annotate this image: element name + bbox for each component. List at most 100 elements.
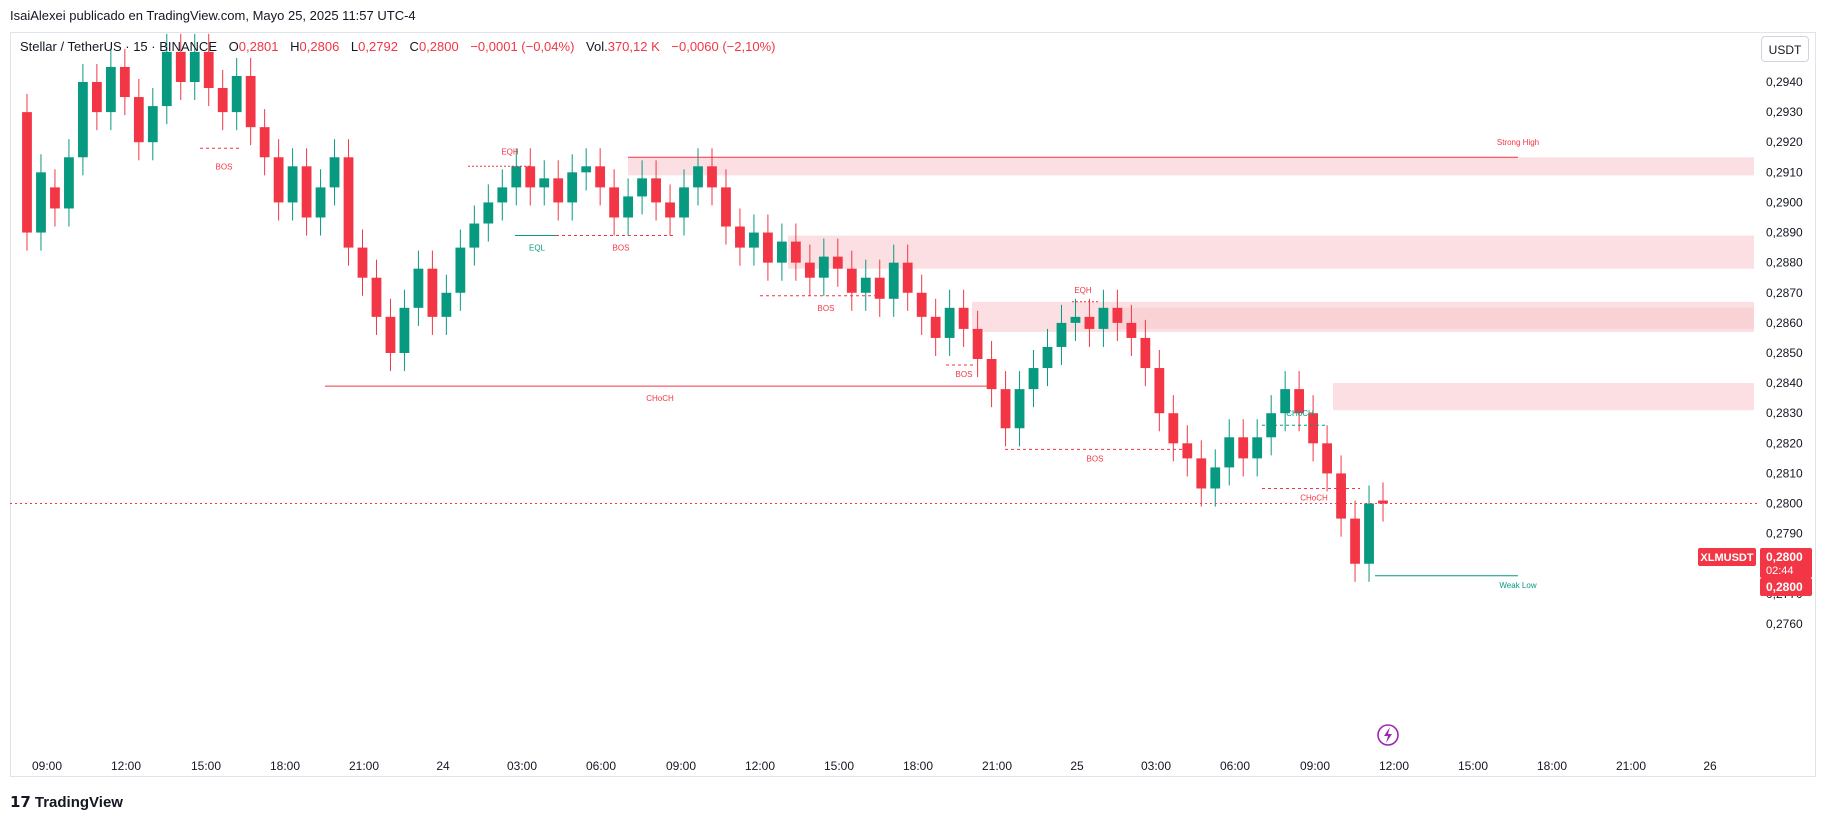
candle-body [22,112,32,233]
open-value: 0,2801 [238,39,279,54]
smc-annotation-label: Weak Low [1499,581,1536,590]
smc-annotation-label: EQL [529,244,546,253]
candle-body [78,82,88,158]
candle-body [1322,443,1332,474]
candle-body [105,66,116,113]
candle-body [930,316,941,338]
candle-body [595,166,606,188]
volume-value: 370,12 K [607,39,660,54]
candle-body [1364,503,1374,564]
candle-body [301,166,312,218]
x-tick-label: 09:00 [32,759,62,773]
candle-body [1308,413,1319,444]
currency-button[interactable]: USDT [1761,36,1809,62]
candle-body [1294,389,1305,414]
x-tick-label: 03:00 [1141,759,1171,773]
candle-body [1168,413,1179,444]
lightning-icon-bolt [1384,727,1392,743]
candle-body [161,51,172,107]
candle-body [958,307,969,329]
candle-body [860,277,871,293]
y-tick-label: 0,2810 [1766,466,1803,480]
smc-annotation-label: BOS [1087,454,1104,463]
candle-body [1028,368,1039,390]
x-tick-label: 26 [1703,759,1717,773]
low-label: L [350,39,359,54]
candle-body [91,82,102,113]
countdown-text: 02:44 [1766,565,1794,577]
candle-body [245,75,256,128]
candle-body [36,172,46,233]
candle-body [259,127,270,158]
smc-annotation-label: CHoCH [1286,409,1314,418]
candle-body [189,51,200,82]
lightning-icon[interactable] [1377,724,1399,746]
y-tick-label: 0,2860 [1766,316,1803,330]
candle-body [1224,437,1235,468]
tradingview-logo[interactable]: 𝟭𝟳 TradingView [10,793,123,811]
candle-body [804,262,815,278]
chart-frame [10,32,1816,777]
x-tick-label: 25 [1070,759,1084,773]
candle-body [776,241,787,263]
candle-body [329,157,340,188]
high-value: 0,2806 [299,39,340,54]
candle-body [483,202,494,224]
x-tick-label: 18:00 [270,759,300,773]
y-tick-label: 0,2830 [1766,406,1803,420]
x-tick-label: 03:00 [507,759,537,773]
smc-annotation-label: EQH [501,147,519,156]
candle-body [133,97,144,143]
close-value: 0,2800 [418,39,459,54]
candle-body [553,178,564,203]
last-price-tag [1760,548,1812,578]
candle-body [1196,458,1207,489]
high-label: H [290,39,300,54]
candle-body [721,187,731,227]
x-tick-label: 06:00 [586,759,616,773]
candle-body [1378,500,1388,504]
lightning-icon-ring [1377,724,1399,746]
candle-body [1126,322,1137,338]
x-tick-label: 18:00 [903,759,933,773]
symbol-title[interactable]: Stellar / TetherUS · 15 · BINANCE [20,39,217,54]
y-tick-label: 0,2850 [1766,346,1803,360]
candle-body [1112,307,1123,323]
candle-body [1252,437,1263,459]
candle-body [1070,316,1081,323]
y-tick-label: 0,2840 [1766,376,1803,390]
y-tick-label: 0,2760 [1766,617,1803,631]
current-price-tag [1760,578,1812,596]
low-value: 0,2792 [358,39,398,54]
y-tick-label: 0,2930 [1766,105,1803,119]
x-tick-label: 12:00 [111,759,141,773]
x-tick-label: 09:00 [666,759,696,773]
smc-annotation-label: CHoCH [646,394,674,403]
x-tick-label: 21:00 [1616,759,1646,773]
candle-body [818,256,829,278]
candle-body [539,178,550,188]
candle-body [511,166,522,188]
candle-body [1210,467,1221,489]
smc-annotation-label: BOS [956,370,973,379]
tradingview-brand: TradingView [34,794,123,811]
candle-body [469,223,480,248]
candle-body [1084,316,1095,329]
candle-body [567,172,578,203]
candle-body [497,187,508,203]
candle-body [217,88,228,113]
candle-body [1280,389,1291,414]
smc-annotation-label: EQH [1074,286,1092,295]
candle-body [343,157,354,248]
candle-body [832,256,843,269]
candle-body [1056,322,1067,347]
supply-zone [788,235,1754,269]
candle-body [50,187,60,209]
candle-body [315,187,326,218]
y-tick-label: 0,2890 [1766,226,1803,240]
symbol-tag [1698,548,1756,566]
candle-body [1014,389,1025,429]
y-tick-label: 0,2870 [1766,286,1803,300]
open-label: O [228,39,239,54]
